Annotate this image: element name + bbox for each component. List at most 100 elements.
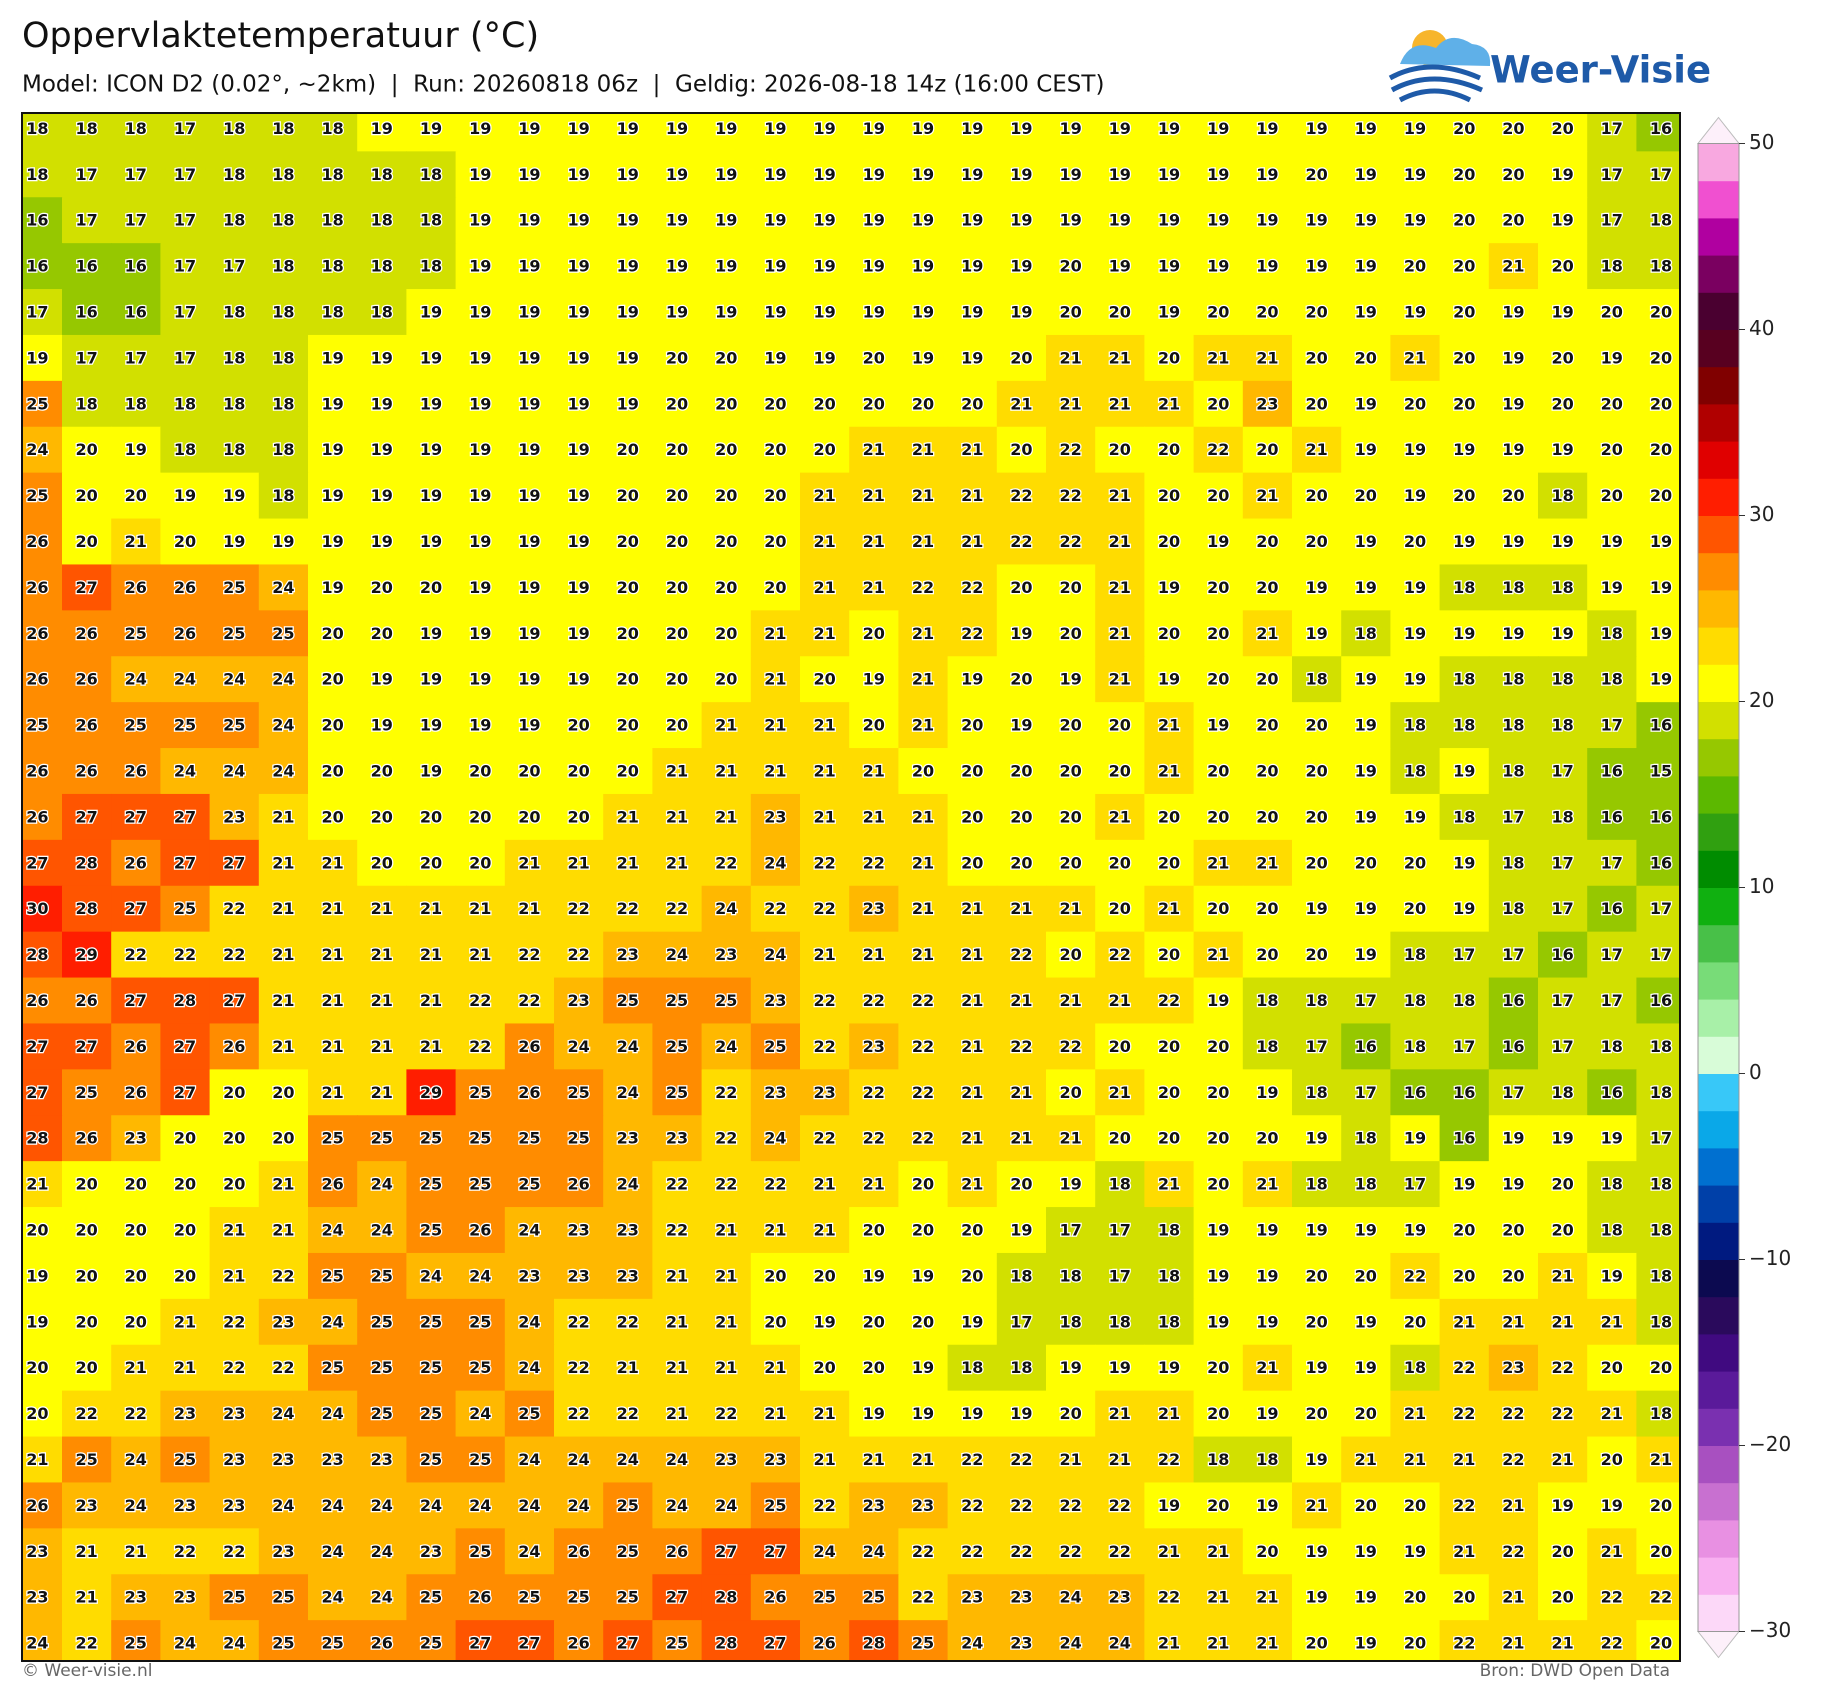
colorbar-tick-label: 0	[1749, 1060, 1762, 1084]
temp-cell	[800, 564, 850, 611]
temp-label: 19	[272, 532, 294, 551]
temp-label: 19	[1355, 899, 1377, 918]
temp-label: 22	[1502, 1542, 1524, 1561]
temp-cell	[554, 656, 604, 703]
temp-cell	[357, 1115, 407, 1162]
temp-cell	[1538, 610, 1588, 657]
temp-cell	[554, 1023, 604, 1070]
temp-label: 19	[420, 440, 442, 459]
temp-label: 24	[371, 1496, 393, 1515]
temp-cell	[996, 334, 1047, 382]
temp-cell	[1193, 518, 1244, 566]
temp-label: 19	[1256, 1266, 1278, 1285]
temp-label: 23	[863, 899, 885, 918]
temp-cell	[1390, 977, 1441, 1025]
temp-label: 25	[272, 1588, 294, 1607]
temp-label: 22	[715, 1175, 737, 1194]
temp-label: 22	[1010, 1450, 1032, 1469]
temp-cell	[62, 1436, 112, 1484]
temp-label: 20	[1601, 440, 1623, 459]
temp-cell	[357, 151, 407, 198]
colorbar-tick-label: 30	[1749, 502, 1774, 526]
temp-label: 23	[272, 1450, 294, 1469]
temp-label: 19	[961, 211, 983, 230]
temp-cell	[1587, 472, 1637, 520]
temp-label: 19	[1158, 257, 1180, 276]
temp-cell	[800, 426, 850, 474]
temp-label: 22	[1453, 1496, 1475, 1515]
temp-cell	[1193, 1528, 1244, 1575]
temp-label: 19	[1305, 257, 1327, 276]
temp-label: 21	[1256, 1634, 1278, 1653]
temp-label: 21	[567, 853, 589, 872]
temp-cell	[1242, 1574, 1293, 1621]
temp-cell	[160, 1207, 211, 1254]
temp-label: 24	[863, 1542, 885, 1561]
temp-cell	[1390, 243, 1441, 290]
temp-label: 19	[1207, 119, 1229, 138]
temp-cell	[504, 1436, 555, 1484]
temp-label: 22	[174, 945, 196, 964]
temp-label: 19	[1355, 1221, 1377, 1240]
temp-cell	[62, 702, 112, 749]
temp-cell	[1587, 1252, 1637, 1300]
temp-cell	[1242, 1161, 1293, 1208]
temp-cell	[1587, 839, 1637, 887]
temp-label: 20	[813, 1266, 835, 1285]
temp-cell	[1341, 977, 1391, 1025]
temp-label: 21	[1109, 670, 1131, 689]
temp-label: 19	[715, 211, 737, 230]
temp-label: 18	[272, 119, 294, 138]
temp-label: 21	[813, 578, 835, 597]
temp-label: 23	[764, 991, 786, 1010]
temp-label: 21	[223, 1221, 245, 1240]
temp-cell	[800, 610, 850, 657]
temp-cell	[652, 472, 703, 520]
temp-label: 21	[912, 486, 934, 505]
temp-label: 22	[469, 1037, 491, 1056]
temp-label: 18	[1551, 807, 1573, 826]
temp-label: 24	[666, 1496, 688, 1515]
temp-cell	[947, 472, 998, 520]
temp-label: 21	[961, 440, 983, 459]
temp-label: 23	[863, 1037, 885, 1056]
temp-cell	[1439, 977, 1490, 1025]
temp-cell	[406, 885, 457, 933]
temp-label: 20	[223, 1175, 245, 1194]
temp-label: 20	[961, 807, 983, 826]
temp-label: 22	[1502, 1450, 1524, 1469]
temp-cell	[1144, 1620, 1195, 1661]
temp-cell	[1193, 1161, 1244, 1208]
temp-cell	[22, 931, 63, 979]
temp-label: 17	[223, 257, 245, 276]
temp-cell	[406, 1207, 457, 1254]
temp-cell	[1193, 289, 1244, 336]
temp-cell	[849, 1574, 899, 1621]
temp-cell	[652, 426, 703, 474]
temp-cell	[1144, 564, 1195, 611]
temp-cell	[898, 1344, 949, 1392]
temp-label: 18	[75, 119, 97, 138]
colorbar-box	[1698, 1557, 1739, 1595]
temp-cell	[603, 151, 653, 198]
temp-cell	[849, 1069, 899, 1116]
temp-cell	[308, 151, 358, 198]
temp-label: 19	[469, 119, 491, 138]
temp-cell	[308, 1069, 358, 1116]
temp-label: 18	[1650, 1312, 1672, 1331]
temp-cell	[22, 1436, 63, 1484]
temp-cell	[1439, 839, 1490, 887]
temp-label: 20	[1059, 945, 1081, 964]
temp-cell	[1488, 1620, 1539, 1661]
temp-label: 19	[863, 119, 885, 138]
temp-label: 20	[75, 532, 97, 551]
temp-cell	[406, 1023, 457, 1070]
temp-label: 20	[1010, 670, 1032, 689]
temp-cell	[800, 243, 850, 290]
temp-cell	[406, 1620, 457, 1661]
temp-cell	[1144, 1574, 1195, 1621]
temp-cell	[996, 197, 1047, 244]
temp-cell	[406, 334, 457, 382]
temp-cell	[603, 885, 653, 933]
temp-cell	[1242, 1620, 1293, 1661]
